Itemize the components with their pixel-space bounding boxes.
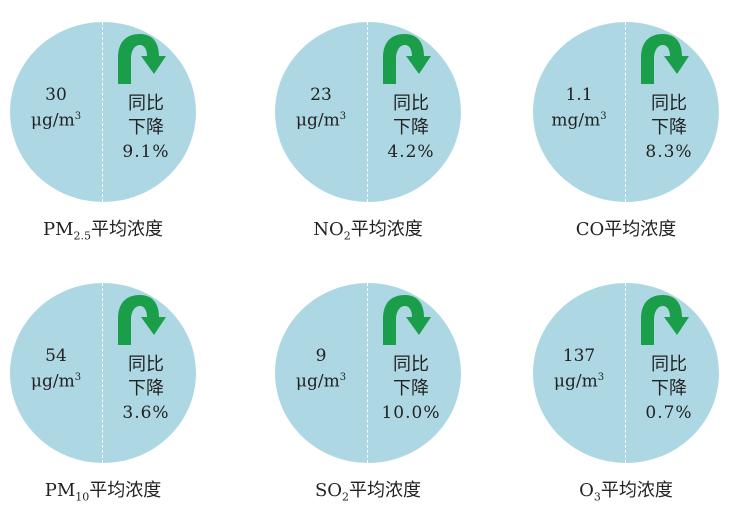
decrease-percent: 8.3% [645,142,693,162]
concentration-value: 54 μg/m3 [30,346,82,392]
divider-line [102,22,103,202]
pollutant-label: CO平均浓度 [575,219,677,240]
indicator-panel-pm25: 30 μg/m3 同比 下降 9.1% PM2.5平均浓度 [10,22,200,262]
year-on-year-change: 同比 下降 0.7% [629,353,709,425]
divider-line [102,283,103,463]
divider-line [625,283,626,463]
decrease-percent: 0.7% [645,403,693,423]
decrease-percent: 10.0% [381,403,441,423]
concentration-value: 23 μg/m3 [295,85,347,131]
curved-down-arrow-icon [118,34,166,84]
pollutant-label: NO2平均浓度 [313,219,423,243]
divider-line [367,22,368,202]
decrease-percent: 4.2% [387,142,435,162]
indicator-panel-pm10: 54 μg/m3 同比 下降 3.6% PM10平均浓度 [10,283,200,523]
concentration-value: 9 μg/m3 [295,346,347,392]
indicator-circle: 9 μg/m3 同比 下降 10.0% [275,283,461,463]
curved-down-arrow-icon [641,34,689,84]
curved-down-arrow-icon [641,295,689,345]
year-on-year-change: 同比 下降 3.6% [106,353,186,425]
curved-down-arrow-icon [383,34,431,84]
indicator-circle: 1.1 mg/m3 同比 下降 8.3% [533,22,719,202]
indicator-panel-o3: 137 μg/m3 同比 下降 0.7% O3平均浓度 [533,283,723,523]
curved-down-arrow-icon [118,295,166,345]
pollutant-label: PM2.5平均浓度 [42,219,164,243]
indicator-panel-so2: 9 μg/m3 同比 下降 10.0% SO2平均浓度 [275,283,465,523]
indicator-panel-co: 1.1 mg/m3 同比 下降 8.3% CO平均浓度 [533,22,723,262]
year-on-year-change: 同比 下降 10.0% [371,353,451,425]
concentration-value: 137 μg/m3 [553,346,605,392]
decrease-percent: 3.6% [122,403,170,423]
indicator-panel-no2: 23 μg/m3 同比 下降 4.2% NO2平均浓度 [275,22,465,262]
concentration-value: 1.1 mg/m3 [551,85,607,131]
indicator-circle: 137 μg/m3 同比 下降 0.7% [533,283,719,463]
year-on-year-change: 同比 下降 8.3% [629,92,709,164]
year-on-year-change: 同比 下降 4.2% [371,92,451,164]
curved-down-arrow-icon [383,295,431,345]
decrease-percent: 9.1% [122,142,170,162]
pollutant-label: O3平均浓度 [579,480,673,504]
pollutant-label: PM10平均浓度 [44,480,162,504]
year-on-year-change: 同比 下降 9.1% [106,92,186,164]
pollutant-label: SO2平均浓度 [314,480,422,504]
indicator-circle: 23 μg/m3 同比 下降 4.2% [275,22,461,202]
indicator-circle: 54 μg/m3 同比 下降 3.6% [10,283,196,463]
concentration-value: 30 μg/m3 [30,85,82,131]
divider-line [367,283,368,463]
divider-line [625,22,626,202]
indicator-circle: 30 μg/m3 同比 下降 9.1% [10,22,196,202]
